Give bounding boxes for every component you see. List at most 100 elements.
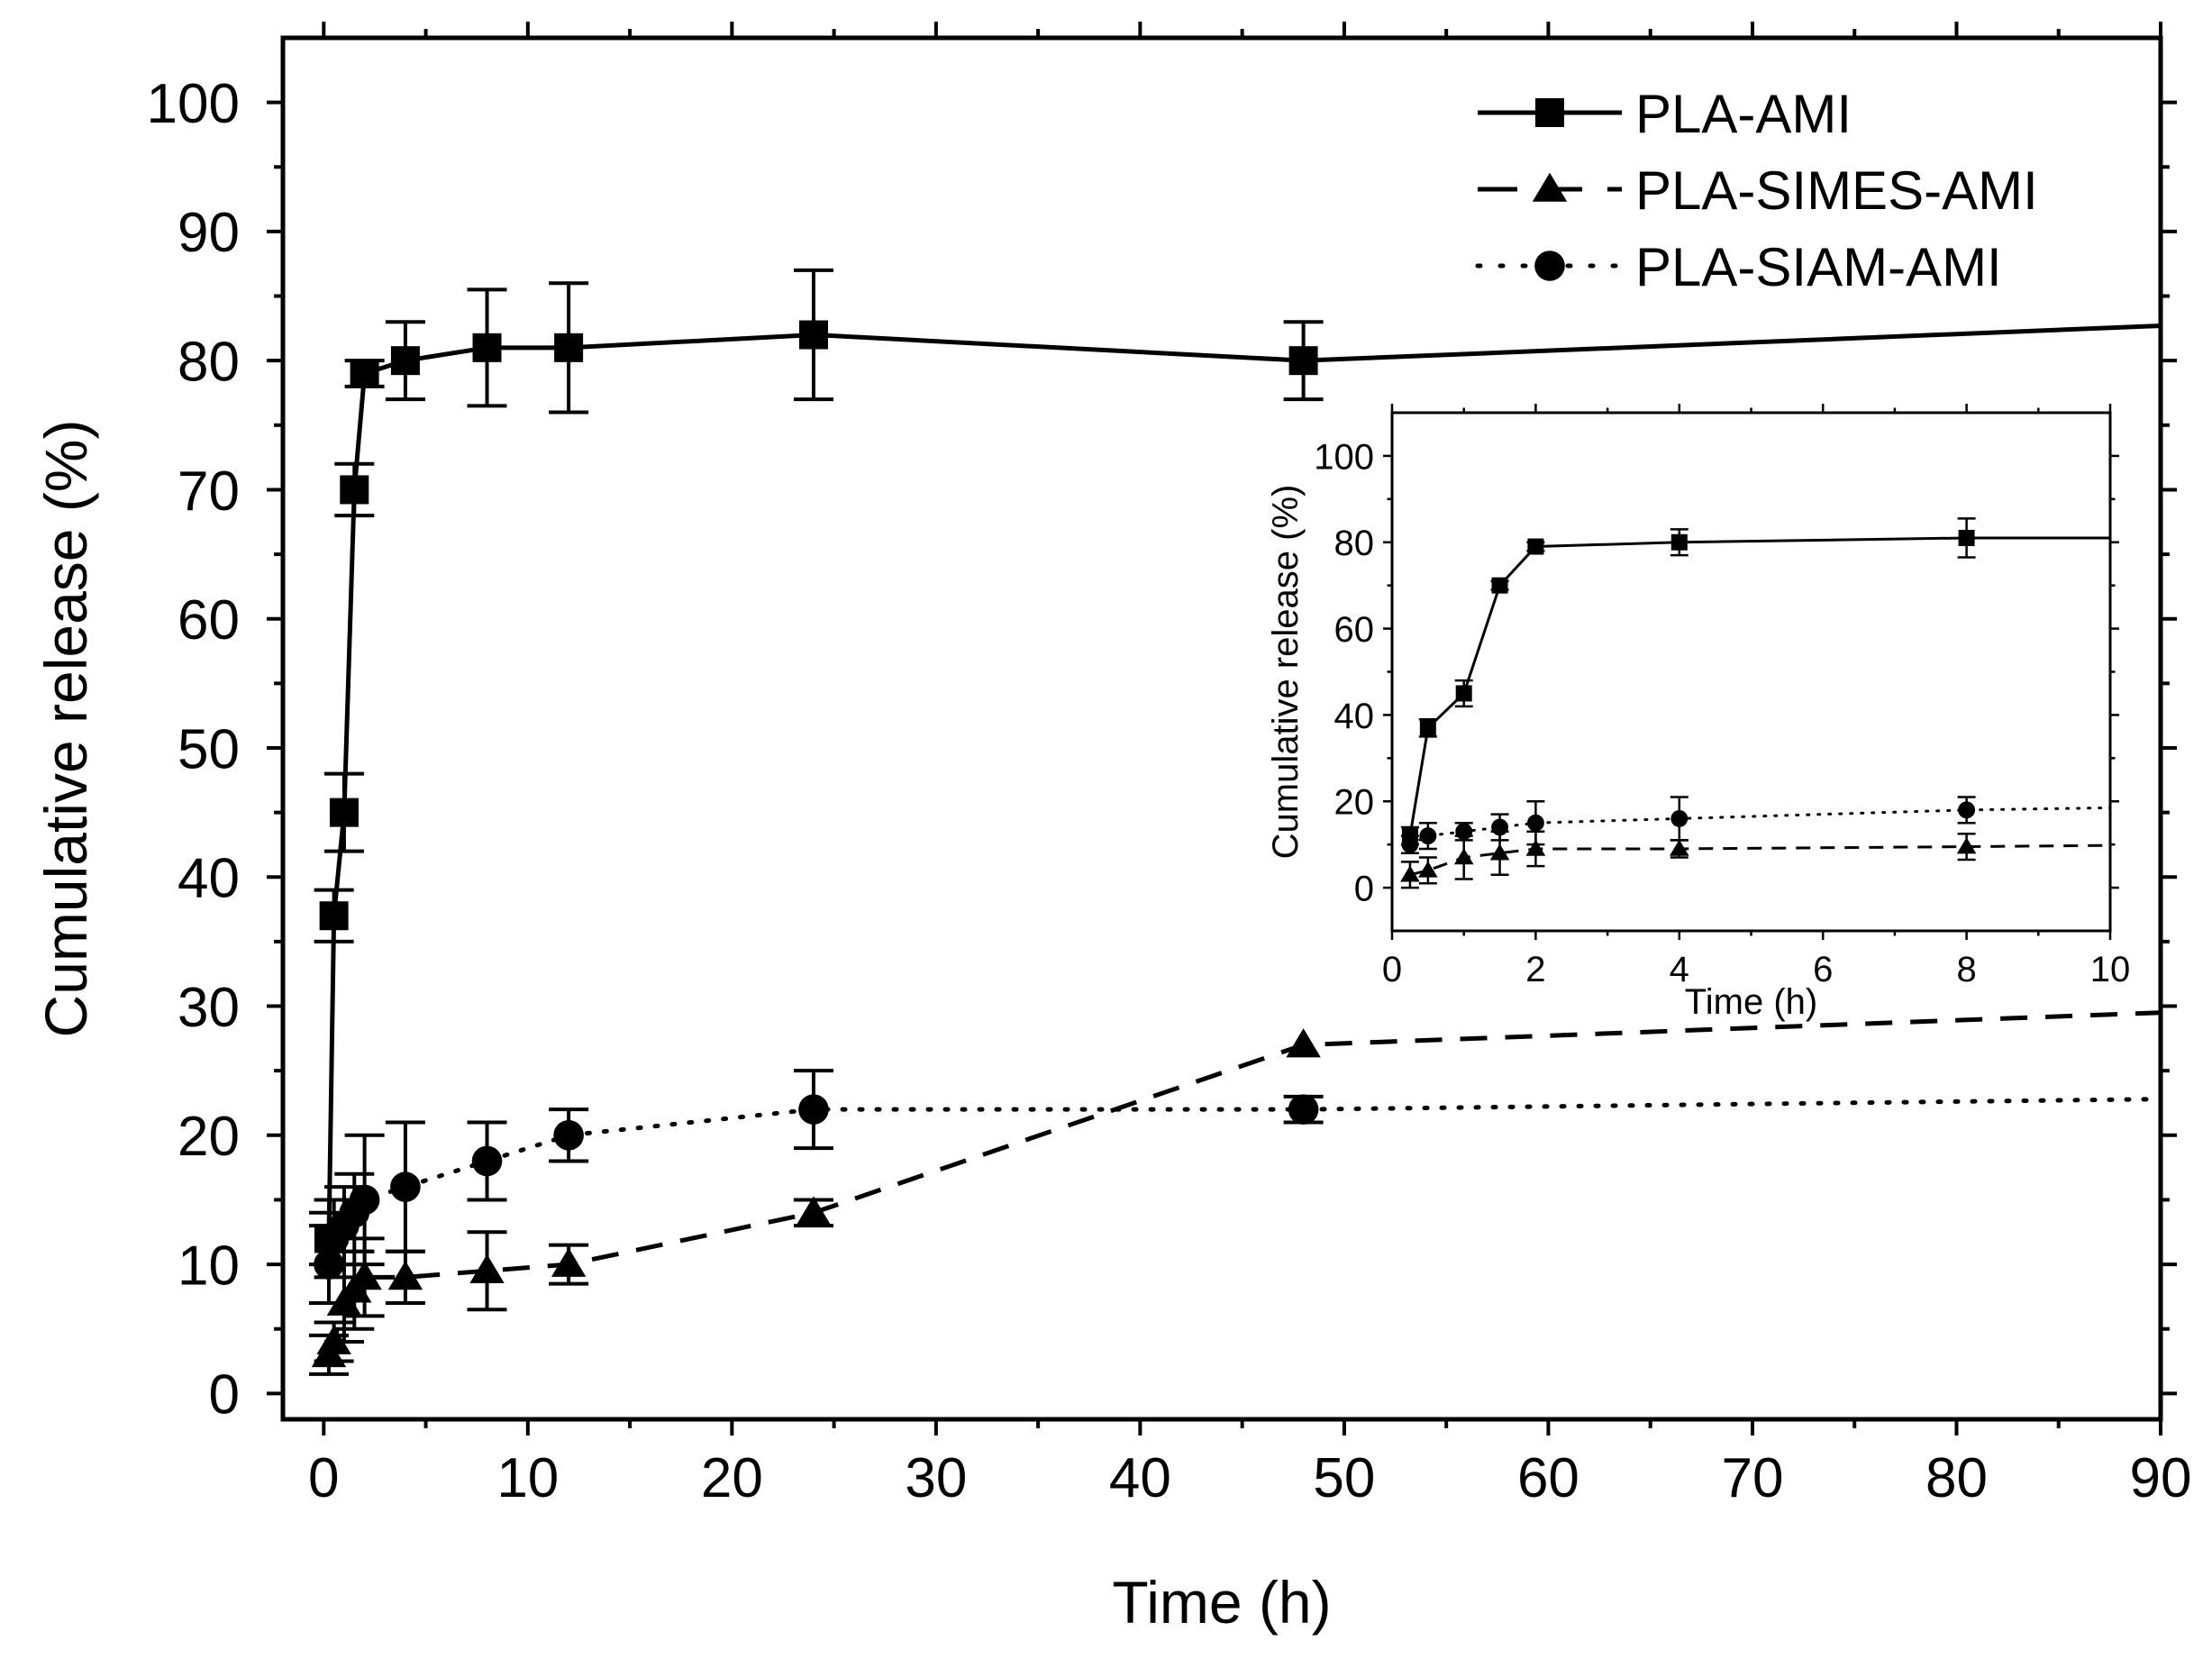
x-tick-label: 0 [1382,950,1402,989]
x-tick-label: 4 [1670,950,1689,989]
data-point-circle [798,1094,829,1125]
main-plot: 0 10 20 30 40 50 60 70 80 90010203040506070809010… [32,22,2191,1636]
legend: PLA-AMI PLA-SIMES-AMI PLA-SIAM-AMI [1475,84,2038,297]
data-point-circle [553,1120,584,1151]
x-axis-title: Time (h) [1112,1569,1331,1636]
y-tick-label: 40 [1334,697,1375,736]
data-point-triangle [1670,839,1689,856]
x-tick-label: 70 [1721,1447,1783,1509]
x-tick-label: 10 [496,1447,559,1509]
x-tick-label: 30 [905,1447,967,1509]
legend-marker-circle [1534,251,1565,281]
legend-label: PLA-SIMES-AMI [1635,160,2038,221]
data-point-square [329,798,359,827]
x-tick-label: 20 [701,1447,763,1509]
data-point-square [350,359,379,388]
data-point-square [1455,685,1472,702]
x-tick-label: 2 [1525,950,1545,989]
data-point-square [1527,538,1544,555]
data-point-triangle [316,1325,351,1354]
y-tick-label: 80 [178,331,240,393]
y-tick-label: 40 [178,848,240,910]
legend-marker-square [1535,98,1564,127]
legend-marker-triangle [1532,172,1568,202]
y-tick-label: 70 [178,460,240,523]
data-point-circle [1526,814,1544,832]
data-point-circle [1670,809,1689,827]
series-circle [1400,796,2110,854]
data-point-triangle [1400,865,1420,882]
y-axis-title: Cumulative release (%) [32,420,99,1038]
x-tick-label: 8 [1956,950,1976,989]
y-tick-label: 100 [147,73,240,135]
series-triangle [308,1010,2161,1376]
x-tick-label: 60 [1517,1447,1579,1509]
x-tick-label: 6 [1813,950,1833,989]
data-point-triangle [551,1247,587,1277]
data-point-square [1670,533,1688,551]
tick-marks [1383,404,2119,940]
data-point-square [1288,346,1318,376]
y-tick-label: 60 [1334,610,1375,650]
data-point-circle [1455,823,1473,841]
data-point-circle [1958,801,1976,819]
y-tick-label: 0 [209,1364,240,1426]
data-point-square [798,320,828,350]
data-point-square [319,901,349,931]
data-point-triangle [387,1261,423,1290]
legend-label: PLA-AMI [1635,84,1852,144]
data-point-circle [1288,1094,1319,1125]
x-tick-label: 90 [2130,1447,2192,1509]
data-point-triangle [1956,837,1977,854]
plot-background [1392,413,2110,931]
series-square [1400,517,2110,846]
series-circle [308,1069,2161,1306]
y-tick-label: 100 [1314,437,1374,477]
data-point-triangle [469,1253,505,1284]
data-point-triangle [796,1196,832,1226]
plot-frame [1390,411,2112,933]
x-tick-label: 40 [1109,1447,1171,1509]
series-line-dashed [1409,843,2110,877]
y-tick-label: 0 [1354,869,1374,908]
y-tick-label: 10 [178,1235,240,1297]
y-tick-label: 20 [1334,783,1375,823]
data-point-circle [1491,818,1509,836]
data-point-triangle [1418,861,1438,878]
legend-label: PLA-SIAM-AMI [1635,237,2002,297]
data-point-square [390,346,420,376]
data-point-square [1419,719,1436,736]
data-point-triangle [1286,1028,1321,1058]
data-point-square [1491,577,1508,594]
data-point-triangle [1489,843,1510,861]
data-point-circle [349,1184,380,1216]
y-tick-label: 60 [178,589,240,652]
data-point-triangle [347,1261,382,1290]
x-tick-label: 10 [2090,950,2131,989]
data-point-circle [390,1171,421,1202]
data-point-square [1958,529,1975,546]
data-point-circle [1419,827,1437,845]
data-point-square [554,333,584,362]
data-point-circle [1401,835,1419,853]
y-tick-label: 30 [178,977,240,1039]
data-point-square [472,333,502,362]
data-point-circle [471,1145,503,1177]
y-tick-label: 20 [178,1106,240,1168]
x-tick-label: 50 [1313,1447,1375,1509]
x-tick-label: 0 [308,1447,339,1509]
y-tick-label: 80 [1334,524,1375,563]
y-tick-label: 50 [178,718,240,780]
y-axis-title: Cumulative release (%) [1266,485,1306,860]
data-point-triangle [1453,848,1474,865]
x-tick-label: 80 [1925,1447,1988,1509]
data-point-triangle [1525,839,1546,856]
plot-frame [280,35,2163,1422]
series-line-dotted [1408,806,2110,846]
series-square [308,268,2161,1267]
data-point-square [340,475,369,505]
x-axis-title: Time (h) [1685,982,1817,1022]
y-tick-label: 90 [178,202,240,264]
